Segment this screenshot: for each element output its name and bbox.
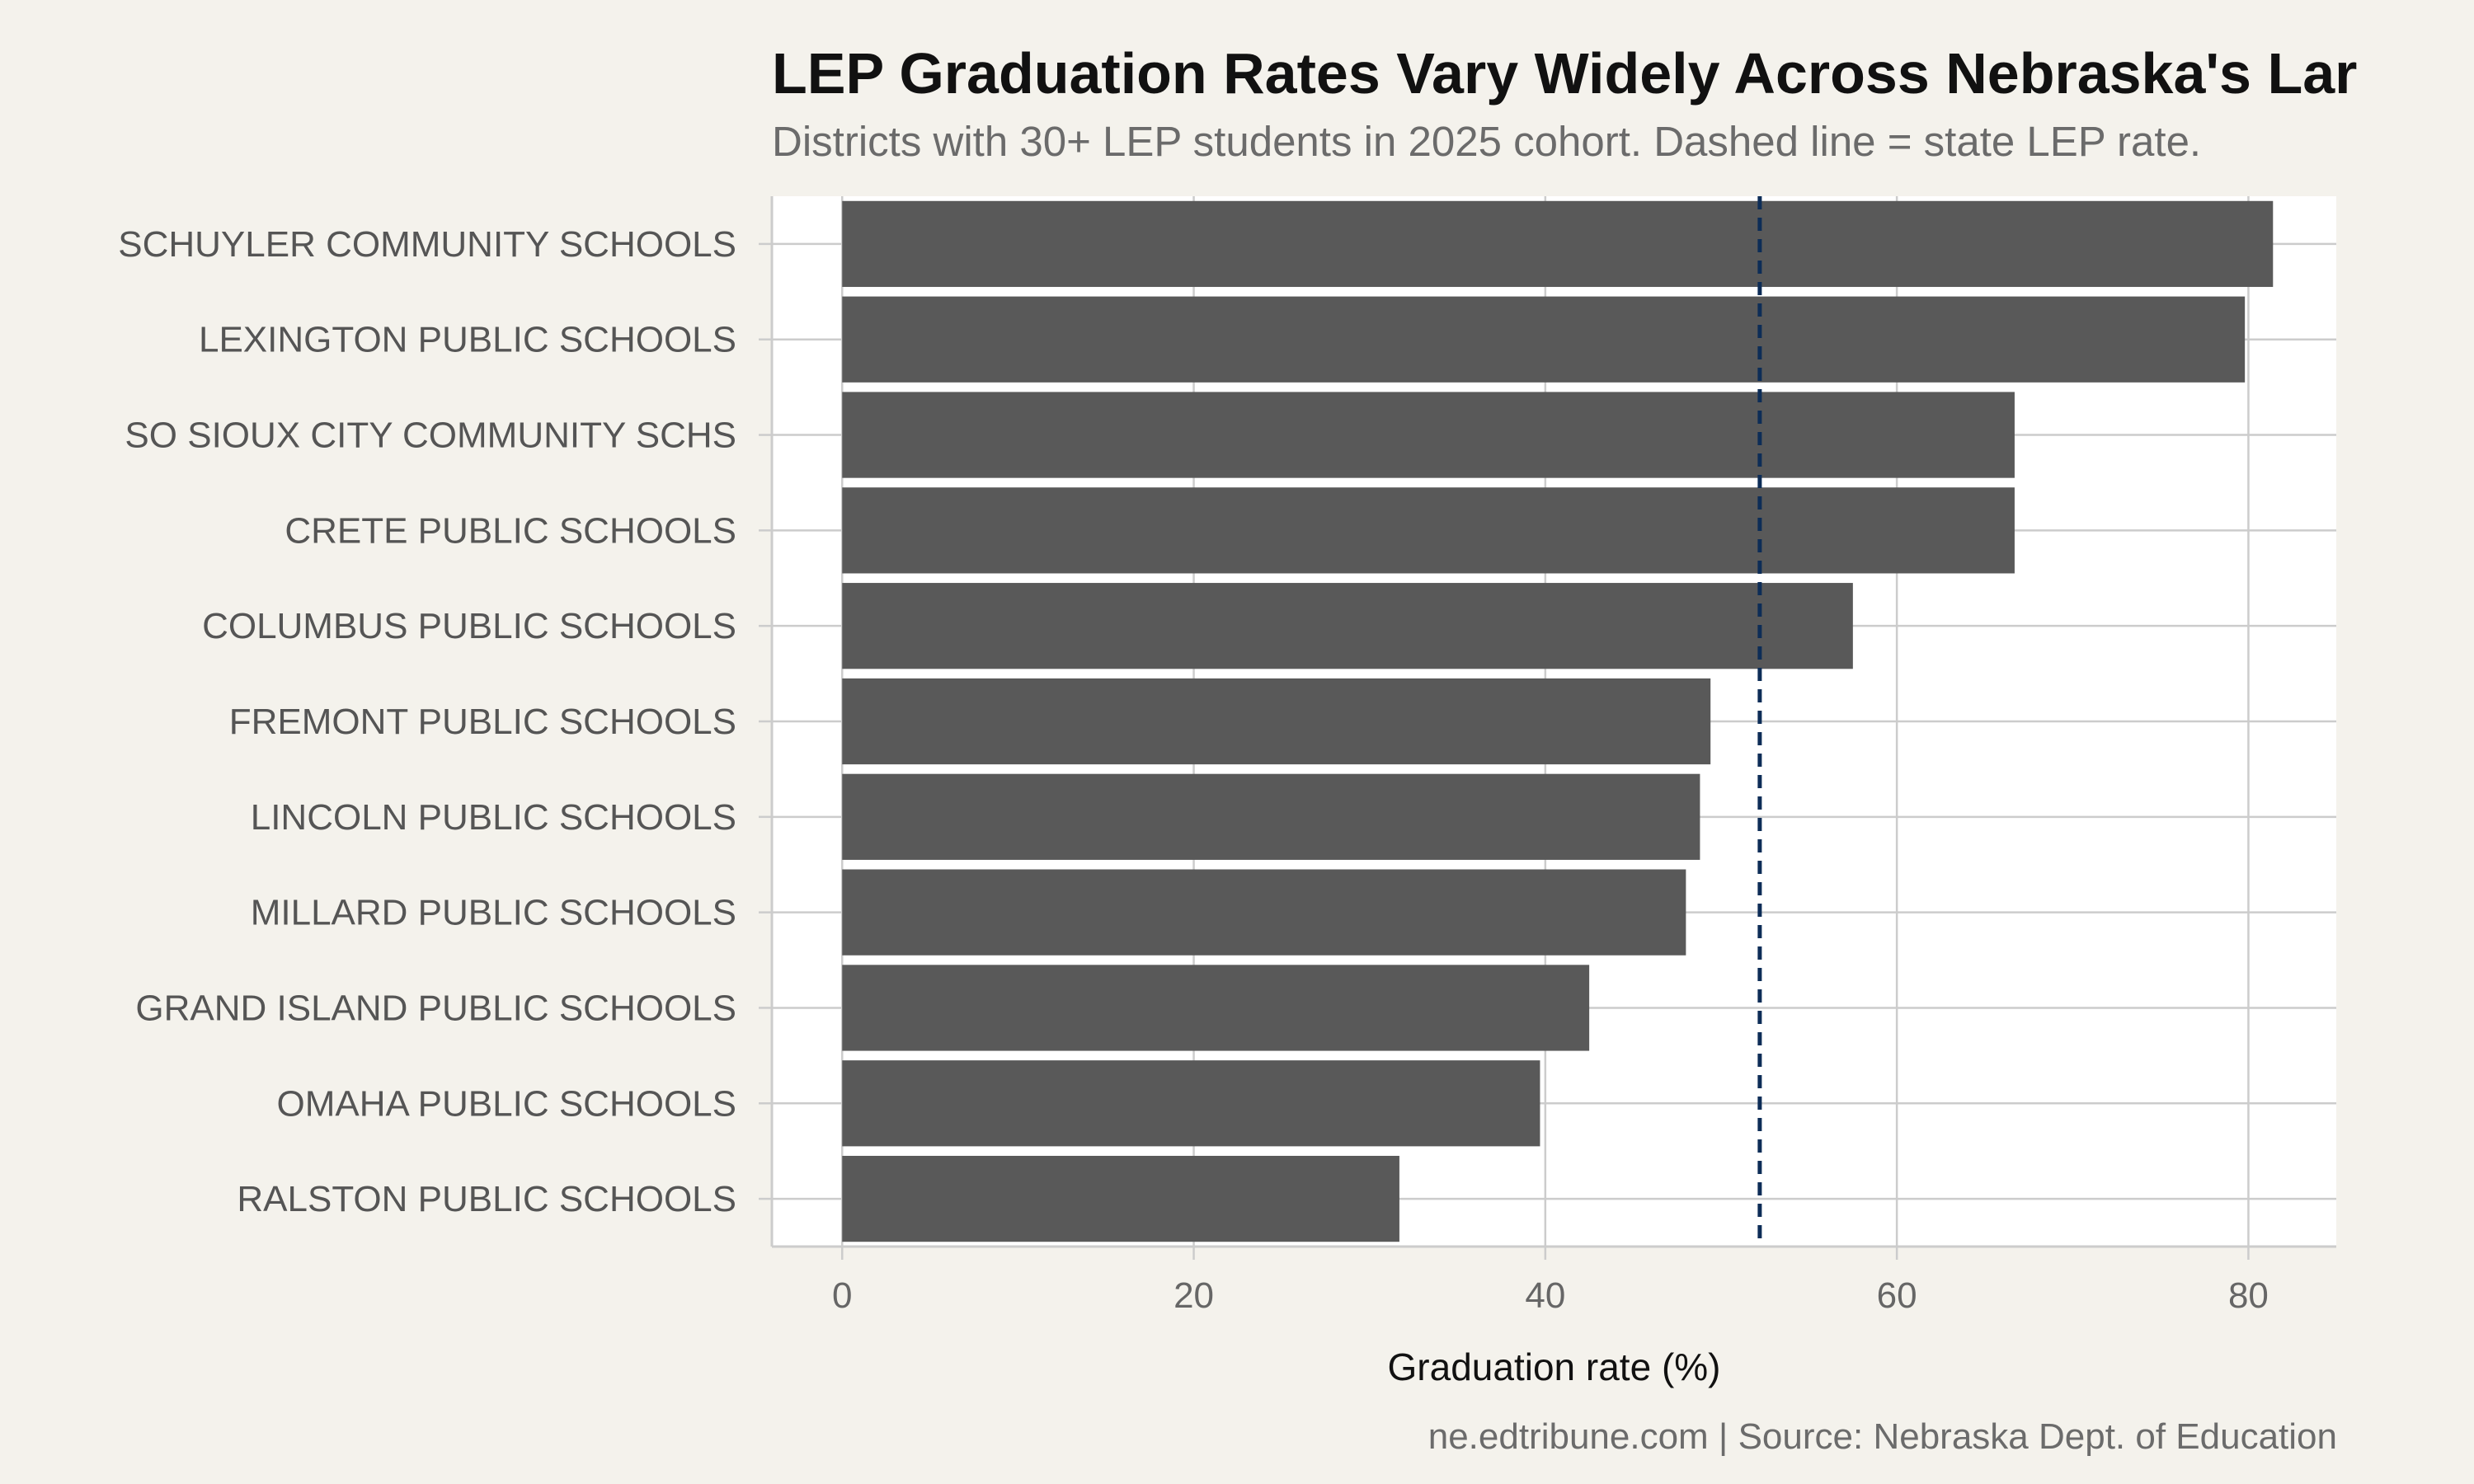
bar [842, 869, 1686, 956]
bar [842, 678, 1711, 765]
category-label: RALSTON PUBLIC SCHOOLS [237, 1179, 736, 1219]
bar [842, 1060, 1540, 1147]
bar [842, 200, 2274, 288]
chart-subtitle: Districts with 30+ LEP students in 2025 … [772, 118, 2202, 165]
bar [842, 1155, 1399, 1242]
category-label: FREMONT PUBLIC SCHOOLS [229, 702, 736, 742]
x-tick-label: 80 [2228, 1275, 2269, 1316]
category-label: CRETE PUBLIC SCHOOLS [285, 510, 736, 551]
category-label: SO SIOUX CITY COMMUNITY SCHS [125, 416, 736, 456]
x-tick-label: 0 [832, 1275, 852, 1316]
category-label: LINCOLN PUBLIC SCHOOLS [251, 797, 736, 838]
category-label: COLUMBUS PUBLIC SCHOOLS [202, 606, 736, 646]
bar [842, 773, 1700, 860]
x-tick-label: 60 [1877, 1275, 1917, 1316]
category-label: SCHUYLER COMMUNITY SCHOOLS [118, 224, 736, 265]
x-axis-title: Graduation rate (%) [1388, 1345, 1721, 1388]
x-tick-label: 20 [1174, 1275, 1214, 1316]
chart-caption: ne.edtribune.com | Source: Nebraska Dept… [1427, 1416, 2337, 1457]
category-label: MILLARD PUBLIC SCHOOLS [251, 893, 736, 933]
x-tick-label: 40 [1525, 1275, 1565, 1316]
bars [842, 200, 2274, 1242]
category-label: LEXINGTON PUBLIC SCHOOLS [199, 320, 736, 360]
bar [842, 296, 2246, 383]
category-label: GRAND ISLAND PUBLIC SCHOOLS [135, 988, 736, 1028]
axes: 0 20 40 60 80 SCHUYLER COMMUNITY SCHOOLS LEXIN… [118, 196, 2336, 1316]
chart-title: LEP Graduation Rates Vary Widely Across … [772, 41, 2358, 106]
bar [842, 583, 1853, 669]
category-label: OMAHA PUBLIC SCHOOLS [277, 1083, 736, 1124]
bar [842, 392, 2015, 478]
bar [842, 965, 1590, 1051]
bar [842, 487, 2015, 574]
